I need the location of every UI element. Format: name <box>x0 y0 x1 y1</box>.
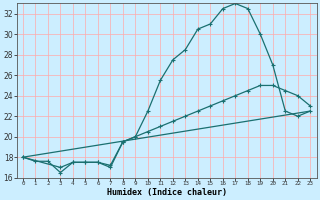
X-axis label: Humidex (Indice chaleur): Humidex (Indice chaleur) <box>107 188 227 197</box>
